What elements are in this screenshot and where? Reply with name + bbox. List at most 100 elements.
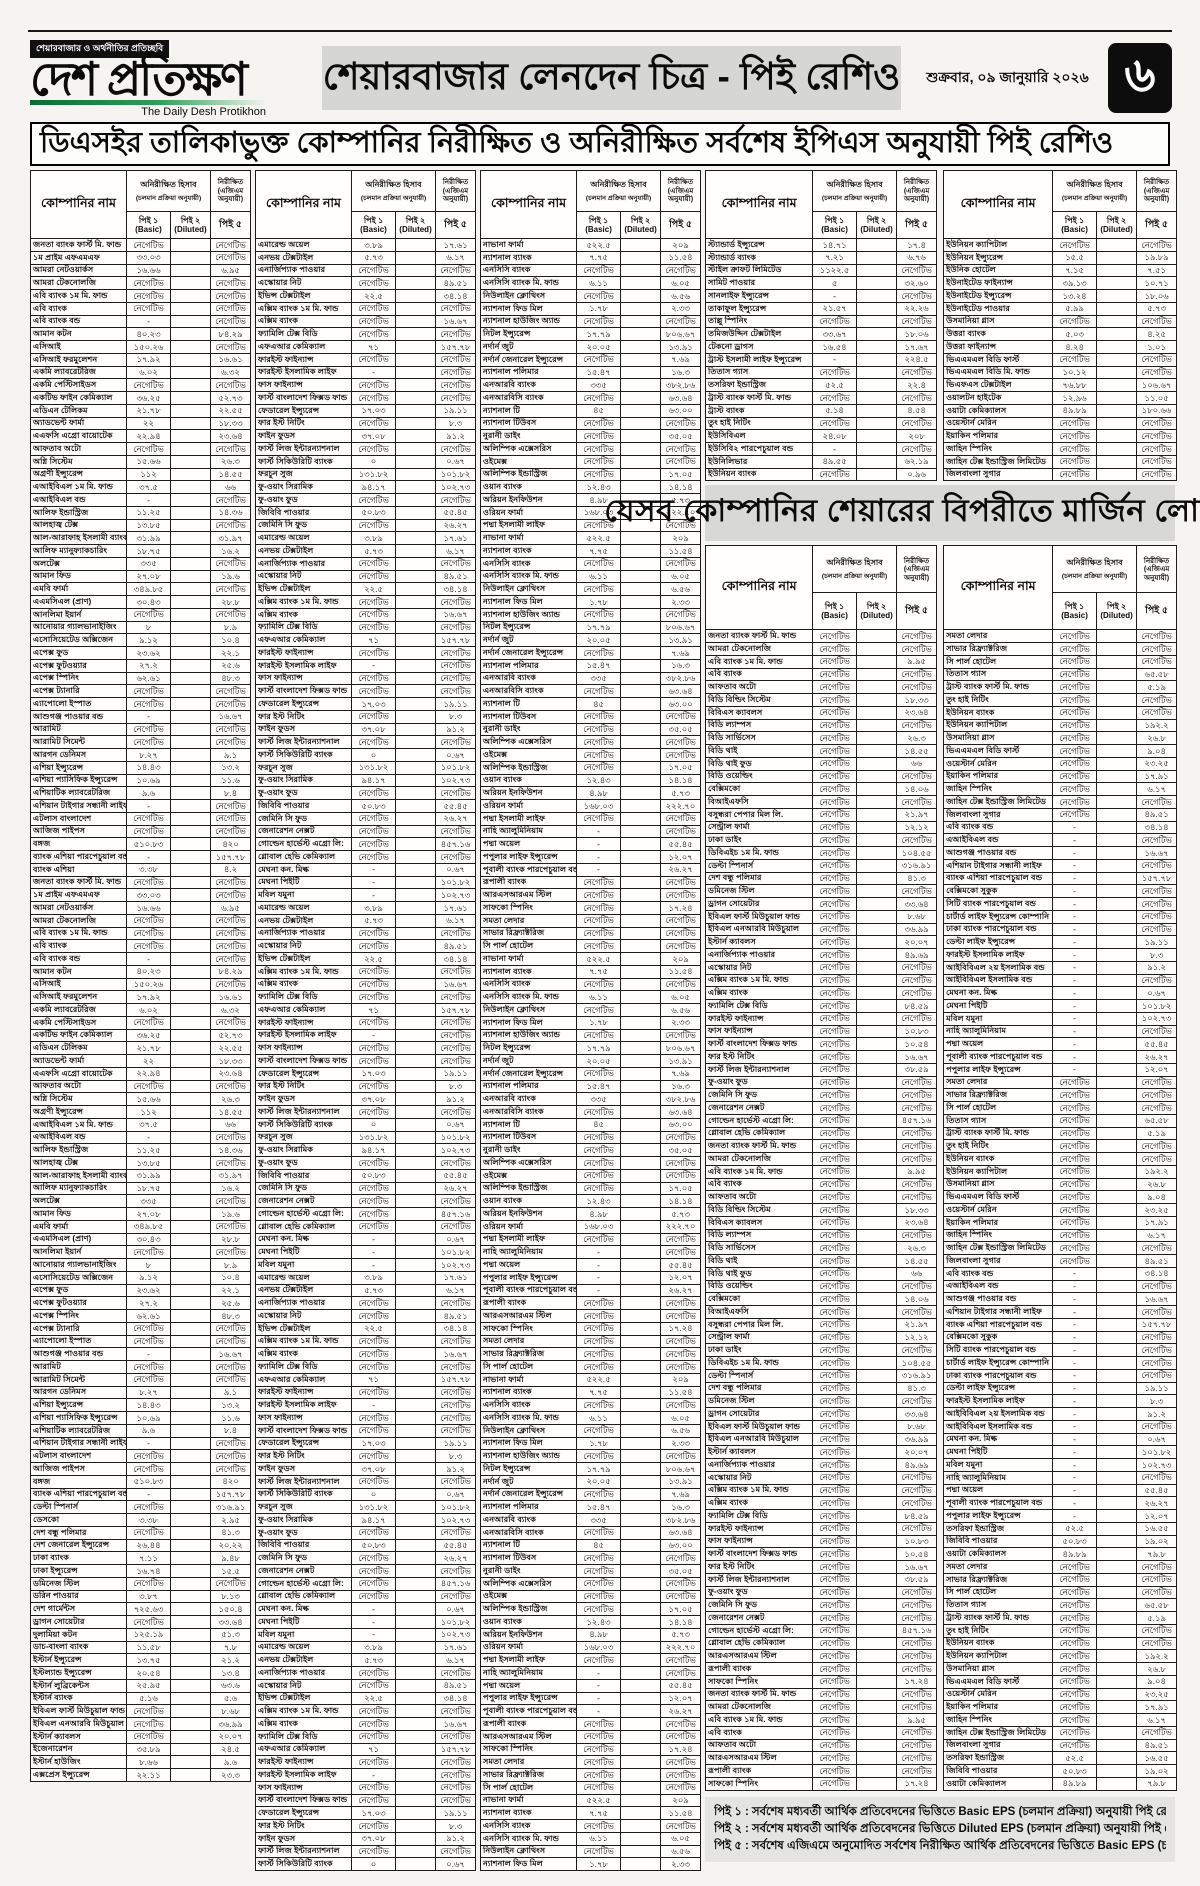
company-name-cell: স্টাইল ক্রাফট লিমিটেড <box>705 263 814 278</box>
table-row: বসুন্ধরা পেপার মিল লি. নেগেটিভ ২১.৯৭ <box>705 1317 938 1332</box>
pe-value-cell: ১২.০৭ <box>660 1691 702 1706</box>
pe-value-cell: ৬৩.০০ <box>660 697 702 711</box>
pe-value-cell: নেগেটিভ <box>351 1309 397 1323</box>
pe-value-cell: নেগেটিভ <box>210 875 252 890</box>
pe-value-cell: নেগেটিভ <box>576 1551 622 1565</box>
table-row: ফেডারেল ইন্স্যুরেন্স ১৭.০৩ ১৯.১১ <box>255 1806 477 1820</box>
company-name-cell: আনোয়ার গ্যালভানাইজিং <box>30 1258 127 1272</box>
company-name-cell: জাহিন টেক্স ইন্ডাস্ট্রিজ লিমিটেড <box>943 1241 1054 1255</box>
pe-value-cell: ৮.৪ <box>210 786 252 800</box>
pe-value-cell: ১৪.৩৬ <box>210 1143 252 1157</box>
pe-value-cell <box>620 1360 662 1374</box>
company-name-cell: আনলিমা ইয়ার্ন <box>30 1245 127 1259</box>
pe-value-cell <box>395 1538 437 1553</box>
pe-value-cell: ১৯.১১ <box>1136 935 1178 949</box>
pe-value-cell: ৮০৬.৬৭ <box>660 1462 702 1476</box>
pe2-column-header: পিই ২ (Diluted) <box>620 211 662 239</box>
pe-value-cell: নেগেটিভ <box>351 1589 397 1604</box>
pe-value-cell: ১৯.০২ <box>1136 1764 1178 1778</box>
pe-value-cell: নেগেটিভ <box>1052 1611 1098 1625</box>
table-row: নর্দার্ন জেনারেল ইন্স্যুরেন্স নেগেটিভ ৭.৬৯ <box>480 646 702 660</box>
company-name-cell: নাভানা ফার্মা <box>480 1793 578 1808</box>
table-row: সাভার রিফ্র্যাক্টরিজ নেগেটিভ নেগেটিভ <box>943 1572 1178 1587</box>
pe-value-cell: - <box>351 365 397 380</box>
company-name-cell: পদ্মা ইসলামী লাইফ <box>480 811 578 826</box>
table-row: ফু-ওয়াং ফুড নেগেটিভ নেগেটিভ <box>705 1075 938 1090</box>
company-name-cell: ইবিএল এনআরবি মিউচুয়াল ফান্ড <box>30 1717 127 1731</box>
page-title: শেয়ারবাজার লেনদেন চিত্র - পিই রেশিও <box>322 46 901 110</box>
pe-value-cell: নেগেটিভ <box>126 1015 171 1030</box>
table-row: পপুলার লাইফ ইন্স্যুরেন্স -১২.০৭ <box>943 1062 1178 1077</box>
pe-value-cell <box>856 289 898 303</box>
pe-value-cell <box>620 1258 662 1272</box>
company-name-cell: অলিম্পিক এক্সেসরিস <box>480 1156 578 1170</box>
pe2-column-header: পিই ২ (Diluted) <box>169 211 212 239</box>
pe-value-cell: নেগেটিভ <box>812 897 858 911</box>
pe-value-cell: ৪.৯৮ <box>576 1207 622 1221</box>
table-row: বিডি থাই ফুড নেগেটিভ ৬৬ <box>705 756 938 771</box>
pe-value-cell <box>395 1589 437 1604</box>
table-row: এবি ব্যাংক ১ম মি. ফান্ড নেগেটিভ নেগেটিভ <box>30 289 252 303</box>
table-row: ফার্স্ট লিজ ইন্টারন্যাশনাল নেগেটিভ ৩৮.৫৯ <box>705 1062 938 1077</box>
pe2-column-header: পিই ২ (Diluted) <box>1096 211 1138 239</box>
pe-value-cell: - <box>126 952 171 966</box>
company-name-cell: ফার্স্ট সিকিউরিটি ব্যাংক <box>255 454 353 469</box>
pe-value-cell: ১০.৪ <box>210 1270 252 1285</box>
company-name-cell: ভিএফএস টেক্সটাইল <box>943 378 1054 392</box>
company-name-cell: এমারেল্ড অয়েল <box>255 901 353 915</box>
pe-value-cell: নেগেটিভ <box>812 1241 858 1255</box>
company-name-cell: এমবি ফার্মা <box>30 582 127 596</box>
pe-value-cell: নেগেটিভ <box>1052 667 1098 682</box>
company-name-cell: এসোসিয়েটেড অক্সিজেন <box>30 633 127 647</box>
pe-value-cell <box>1096 238 1138 252</box>
pe-value-cell <box>620 1717 662 1731</box>
table-row: ফার ইস্ট নিটিং নেগেটিভ ৮.৩ <box>255 1449 477 1463</box>
table-row: তমিজউদ্দিন টেক্সটাইল ৩৩.৬৭ ১৮.০৬ <box>705 327 938 341</box>
pe-value-cell: ৩৮২.৮৬ <box>660 1092 702 1106</box>
table-row: আজিজ পাইপস নেগেটিভ নেগেটিভ <box>30 1462 252 1476</box>
pe-value-cell: ৬.১১ <box>576 1411 622 1425</box>
company-name-cell: ফার্স্ট বাংলাদেশ ফিক্সড ফান্ড <box>255 1423 353 1438</box>
pe-value-cell <box>620 620 662 635</box>
company-name-cell: ফার ইস্ট নিটিং <box>705 1050 814 1064</box>
pe-value-cell: নেগেটিভ <box>351 391 397 405</box>
company-name-cell: এশিয়া প্যাসিফিক ইন্স্যুরেন্স <box>30 1411 127 1425</box>
pe-value-cell: ৪৫ <box>576 1538 622 1553</box>
company-name-cell: জিলবাংলা সুগার <box>943 807 1054 822</box>
pe-value-cell: নেগেটিভ <box>812 1177 858 1192</box>
pe-value-cell <box>1096 935 1138 949</box>
pe-value-cell: ১০.৭১ <box>1136 276 1178 290</box>
company-name-cell: ইস্টার্ন লুব্রিকেন্টস <box>30 1678 127 1693</box>
pe-value-cell <box>395 773 437 788</box>
table-row: জনতা ব্যাংক ফার্স্ট মি. ফান্ড নেগেটিভ নেগে… <box>30 238 252 252</box>
pe-value-cell <box>169 1500 212 1514</box>
pe-value-cell: ৫৫.৪৫ <box>435 1538 477 1553</box>
table-row: এপেক্স ট্যানারি নেগেটিভ নেগেটিভ <box>30 684 252 698</box>
pe-value-cell: নেগেটিভ <box>126 1462 171 1476</box>
pe-value-cell: নেগেটিভ <box>576 1232 622 1247</box>
pe-value-cell <box>856 1738 898 1753</box>
pe-value-cell: নেগেটিভ <box>896 1611 938 1625</box>
company-name-cell: আজিজ পাইপস <box>30 1462 127 1476</box>
pe-value-cell: নেগেটিভ <box>351 595 397 609</box>
pe-value-cell <box>856 1113 898 1128</box>
pe-value-cell: নেগেটিভ <box>210 799 252 813</box>
company-name-cell: বিডি ওয়েল্ডিং <box>705 769 814 784</box>
pe-value-cell <box>1096 1560 1138 1574</box>
table-row: বঙ্গজ ৫১০.৮৩ ৪২০ <box>30 1474 252 1489</box>
pe-value-cell: নেগেটিভ <box>1052 1598 1098 1612</box>
table-row: এফএআর কেমিক্যাল ৭১ ১৫৭.৭৮ <box>255 1372 477 1387</box>
table-row: পূবালী ব্যাংক পারপেচুয়াল বন্ড -২৬.২৭ <box>480 1283 702 1298</box>
table-row: সমতা লেদার নেগেটিভ নেগেটিভ <box>480 1334 702 1349</box>
pe-value-cell: - <box>576 1283 622 1298</box>
pe-value-cell: নেগেটিভ <box>435 1015 477 1030</box>
pe-value-cell: নেগেটিভ <box>351 518 397 533</box>
pe-value-cell: নেগেটিভ <box>351 811 397 826</box>
table-row: নাহি অ্যালুমিনিয়াম - নেগেটিভ <box>480 1245 702 1259</box>
table-row: এপেক্স ফুটওয়্যার ২৭.২ ২৫.৬ <box>30 1296 252 1310</box>
pe-value-cell <box>620 1755 662 1769</box>
pe-value-cell: নেগেটিভ <box>576 646 622 660</box>
pe-value-cell <box>169 1602 212 1616</box>
pe-value-cell: ২১.৭৮ <box>126 1041 171 1055</box>
pe-value-cell <box>169 850 212 864</box>
